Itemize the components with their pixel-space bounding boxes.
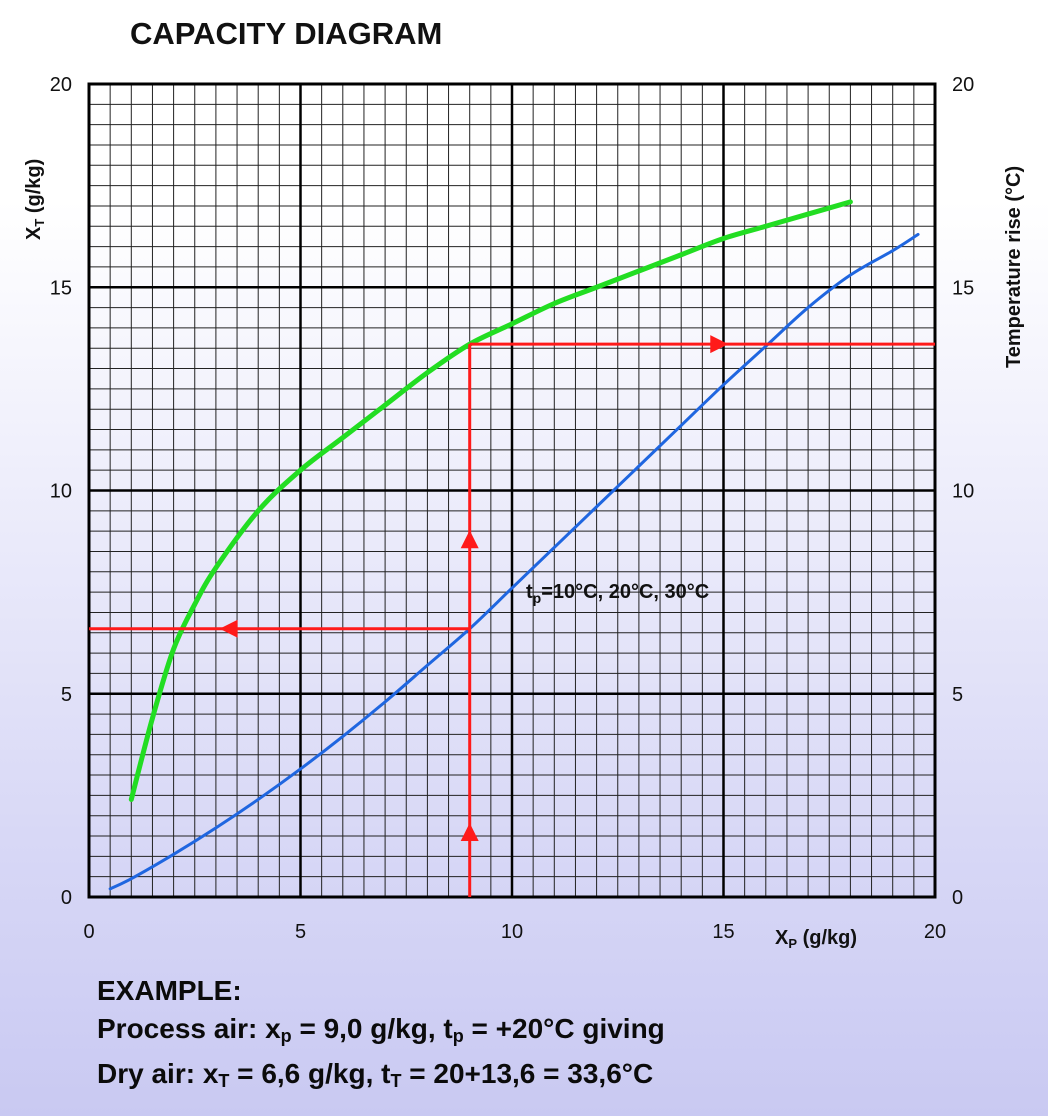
example-lines xyxy=(89,335,935,897)
example-line-process-air: Process air: xp = 9,0 g/kg, tp = +20°C g… xyxy=(97,1013,665,1046)
example-block: EXAMPLE: Process air: xp = 9,0 g/kg, tp … xyxy=(97,972,665,1100)
example-line-dry-air: Dry air: xT = 6,6 g/kg, tT = 20+13,6 = 3… xyxy=(97,1058,654,1091)
y-tick-label-right: 10 xyxy=(952,481,974,503)
y-tick-label-left: 0 xyxy=(61,887,72,909)
y-tick-label-right: 20 xyxy=(952,74,974,96)
y-tick-label-left: 20 xyxy=(50,74,72,96)
y-tick-label-right: 5 xyxy=(952,684,963,706)
x-tick-label: 15 xyxy=(712,921,734,943)
arrow-head xyxy=(460,530,479,549)
x-tick-label: 5 xyxy=(295,921,306,943)
example-heading: EXAMPLE: xyxy=(97,975,242,1006)
y-tick-label-right: 0 xyxy=(952,887,963,909)
curve-annotation: tp=10°C, 20°C, 30°C xyxy=(526,581,709,606)
x-tick-label: 0 xyxy=(83,921,94,943)
y-tick-label-left: 5 xyxy=(61,684,72,706)
y-axis-right-label: Temperature rise (°C) xyxy=(1003,166,1025,368)
temperature-rise-curve xyxy=(128,199,853,802)
chart-grid xyxy=(87,82,937,899)
arrow-head xyxy=(460,822,479,841)
capacity-curve xyxy=(108,232,920,891)
x-axis-label: XP (g/kg) xyxy=(775,927,857,951)
arrow-head xyxy=(219,619,238,638)
y-tick-label-right: 15 xyxy=(952,277,974,299)
arrow-head xyxy=(710,335,729,354)
chart-title: CAPACITY DIAGRAM xyxy=(130,16,442,51)
plot-frame xyxy=(87,82,937,899)
y-axis-left-label: XT (g/kg) xyxy=(23,159,47,240)
chart-curves xyxy=(108,199,920,891)
y-tick-label-left: 10 xyxy=(50,481,72,503)
x-tick-label: 10 xyxy=(501,921,523,943)
y-tick-label-left: 15 xyxy=(50,277,72,299)
x-tick-label: 20 xyxy=(924,921,946,943)
